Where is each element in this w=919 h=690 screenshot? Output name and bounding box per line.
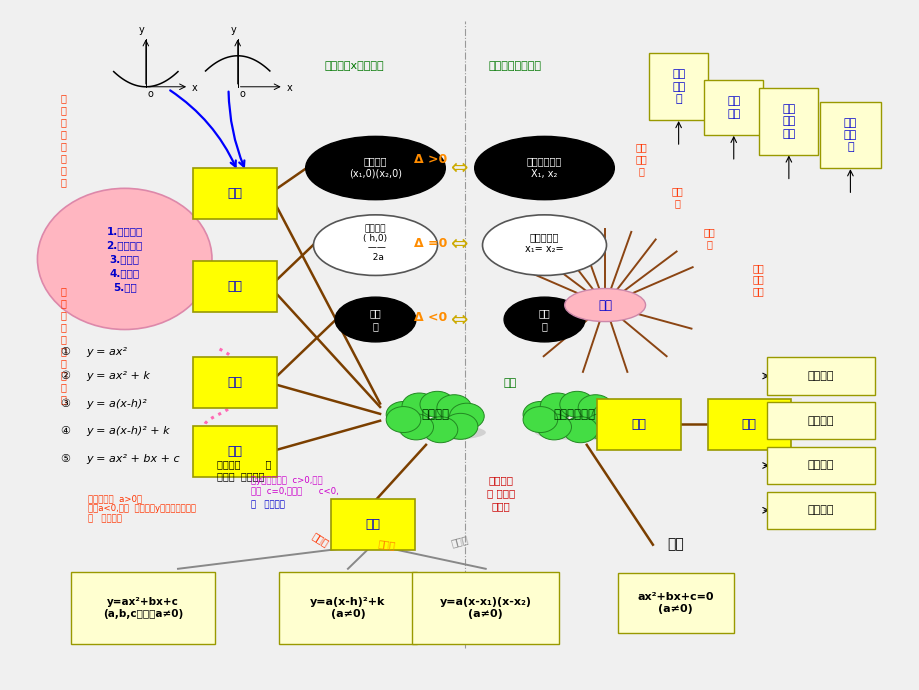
Text: y = ax² + k: y = ax² + k [86, 371, 150, 381]
Text: ①: ① [61, 347, 71, 357]
Text: 效率问题: 效率问题 [807, 460, 834, 471]
Circle shape [437, 395, 471, 421]
Text: y=ax²+bx+c
(a,b,c为常数a≠0): y=ax²+bx+c (a,b,c为常数a≠0) [103, 597, 183, 619]
Text: 有一交点
( h,0)
 ——
  2a: 有一交点 ( h,0) —— 2a [363, 224, 387, 262]
Text: y: y [138, 25, 144, 35]
FancyBboxPatch shape [766, 357, 874, 395]
Text: 配方
法: 配方 法 [703, 228, 715, 249]
Text: 无交
点: 无交 点 [369, 308, 381, 331]
Ellipse shape [564, 288, 645, 322]
Text: 降次: 降次 [597, 299, 611, 312]
Text: 1.开口方向
2.顶点坐标
3.对称轴
4.增减性
5.极值: 1.开口方向 2.顶点坐标 3.对称轴 4.增减性 5.极值 [107, 226, 142, 292]
FancyBboxPatch shape [617, 573, 733, 633]
Circle shape [577, 395, 612, 421]
Ellipse shape [535, 424, 629, 440]
Text: 面积问题: 面积问题 [807, 505, 834, 515]
Text: 性质: 性质 [227, 280, 243, 293]
Circle shape [449, 403, 483, 429]
Text: y = ax² + bx + c: y = ax² + bx + c [86, 453, 179, 464]
Circle shape [399, 414, 433, 440]
Text: Δ <0: Δ <0 [414, 311, 447, 324]
Text: 解法: 解法 [631, 417, 646, 431]
Text: 顶点式: 顶点式 [377, 538, 395, 551]
Text: 有两交点
(x₁,0)(x₂,0): 有两交点 (x₁,0)(x₂,0) [348, 156, 402, 179]
Circle shape [562, 417, 597, 443]
FancyBboxPatch shape [766, 402, 874, 440]
Text: ③: ③ [61, 399, 71, 408]
Text: y = a(x-h)²: y = a(x-h)² [86, 399, 147, 408]
Text: 提公
因式
法: 提公 因式 法 [634, 142, 646, 176]
Ellipse shape [399, 424, 485, 440]
Text: 应用: 应用 [227, 445, 243, 458]
FancyBboxPatch shape [596, 399, 680, 450]
Text: 有两个不等根
X₁, x₂: 有两个不等根 X₁, x₂ [527, 156, 562, 179]
Text: y = ax²: y = ax² [86, 347, 127, 357]
Text: y=a(x-h)²+k
(a≠0): y=a(x-h)²+k (a≠0) [310, 597, 385, 619]
Circle shape [420, 391, 454, 417]
Ellipse shape [482, 215, 606, 275]
Text: x: x [286, 83, 292, 93]
Text: 化为
直接
开方: 化为 直接 开方 [781, 104, 795, 139]
Text: 解析: 解析 [365, 518, 380, 531]
Circle shape [523, 406, 557, 433]
FancyBboxPatch shape [71, 572, 215, 644]
Text: o: o [148, 89, 153, 99]
FancyBboxPatch shape [193, 261, 277, 312]
Text: 看
式
子
类
型
能
口
述
性
质: 看 式 子 类 型 能 口 述 性 质 [60, 286, 66, 404]
Ellipse shape [335, 297, 415, 342]
Ellipse shape [474, 137, 614, 199]
Text: 十字
相乘
法: 十字 相乘 法 [671, 70, 685, 104]
FancyBboxPatch shape [278, 572, 416, 644]
Text: 一元二次方程的根: 一元二次方程的根 [488, 61, 541, 71]
Text: ax²+bx+c=0
(a≠0): ax²+bx+c=0 (a≠0) [637, 592, 713, 614]
Text: ④: ④ [61, 426, 71, 436]
Ellipse shape [38, 188, 211, 330]
FancyBboxPatch shape [766, 447, 874, 484]
FancyBboxPatch shape [331, 499, 414, 549]
Ellipse shape [504, 297, 584, 342]
FancyBboxPatch shape [193, 426, 277, 477]
Ellipse shape [305, 137, 445, 199]
Text: 置   左同右异: 置 左同右异 [250, 500, 284, 509]
Circle shape [539, 393, 574, 419]
Circle shape [402, 393, 437, 419]
Circle shape [523, 402, 557, 428]
FancyBboxPatch shape [193, 357, 277, 408]
Text: y = a(x-h)² + k: y = a(x-h)² + k [86, 426, 170, 436]
Text: 看
图
象
能
口
述
性
质: 看 图 象 能 口 述 性 质 [60, 94, 66, 188]
Text: ⇔: ⇔ [450, 310, 469, 330]
FancyBboxPatch shape [412, 572, 559, 644]
Text: 类型: 类型 [227, 376, 243, 389]
Text: Δ =0: Δ =0 [414, 237, 447, 250]
Text: 开口方向：  a>0，
向上a<0,向下  对称轴在y轴的位在负半轴
置   左同右异: 开口方向： a>0， 向上a<0,向下 对称轴在y轴的位在负半轴 置 左同右异 [88, 494, 196, 524]
Circle shape [584, 413, 619, 440]
FancyBboxPatch shape [819, 101, 880, 168]
Text: 直接
开平
方法: 直接 开平 方法 [752, 263, 764, 296]
Text: 二次函数
与 一元二
次方程: 二次函数 与 一元二 次方程 [487, 475, 515, 511]
FancyBboxPatch shape [649, 53, 708, 120]
Text: 应用
平方
根: 应用 平方 根 [843, 117, 857, 152]
Text: y: y [230, 25, 235, 35]
Circle shape [591, 403, 626, 429]
Text: 与y轴交点位置  c>0,在正
半轴  c=0,在原点      c<0,: 与y轴交点位置 c>0,在正 半轴 c=0,在原点 c<0, [250, 476, 338, 495]
Text: 一元二次方程: 一元二次方程 [553, 408, 596, 421]
FancyBboxPatch shape [766, 492, 874, 529]
Text: 万能
公式: 万能 公式 [726, 96, 740, 119]
Text: 公式
法: 公式 法 [671, 186, 683, 208]
Text: 抛物线与x轴的交点: 抛物线与x轴的交点 [324, 61, 384, 71]
Text: ⑤: ⑤ [61, 453, 71, 464]
Circle shape [443, 413, 477, 440]
FancyBboxPatch shape [707, 399, 790, 450]
Circle shape [423, 417, 458, 443]
Text: 二次函数: 二次函数 [421, 408, 448, 421]
Circle shape [537, 414, 571, 440]
Text: 一般式: 一般式 [310, 531, 330, 548]
FancyBboxPatch shape [193, 168, 277, 219]
Text: 有两个等根
x₁= x₂=: 有两个等根 x₁= x₂= [525, 232, 563, 255]
Text: Δ >0: Δ >0 [414, 152, 447, 166]
Text: x: x [191, 83, 198, 93]
Circle shape [386, 402, 420, 428]
Text: 无实
根: 无实 根 [538, 308, 550, 331]
Text: 磁道问题        利
润问题  拱桥问题: 磁道问题 利 润问题 拱桥问题 [216, 460, 271, 481]
Text: ②: ② [61, 371, 71, 381]
